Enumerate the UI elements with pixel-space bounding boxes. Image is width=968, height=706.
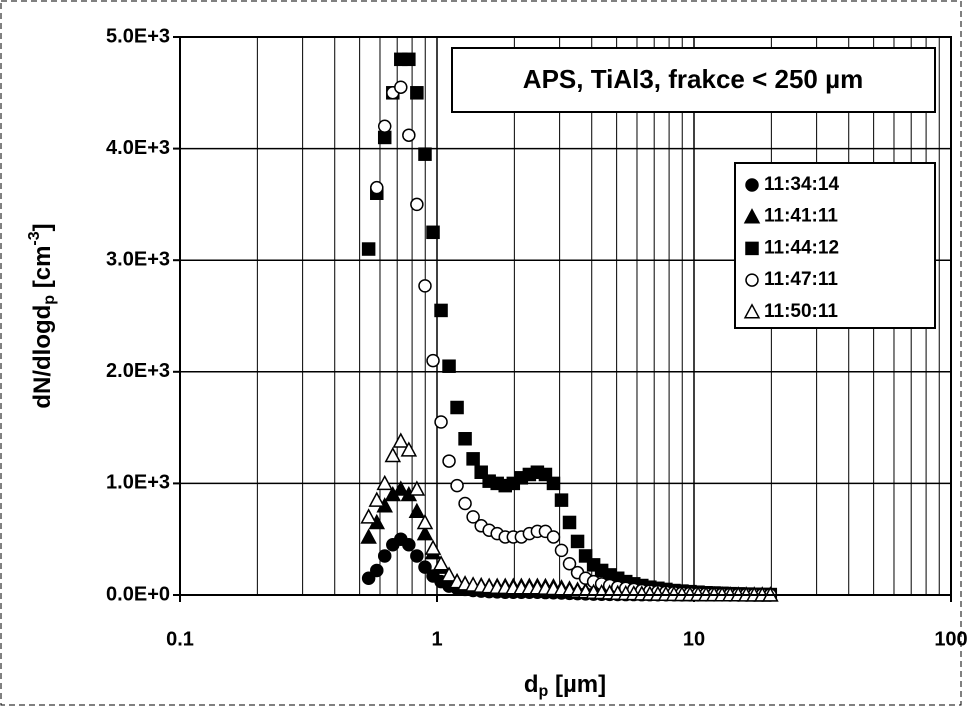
x-tick-label: 0.1 [166, 628, 194, 650]
legend: 11:34:14 11:41:11 11:44:12 11:47:11 11:50:11 [743, 174, 839, 322]
marker-circle [377, 549, 392, 563]
y-label-main: dN/dlogd [29, 305, 56, 409]
marker-circle [450, 478, 464, 493]
marker-square [562, 515, 577, 530]
marker-triangle [743, 303, 761, 319]
y-tick-label: 2.0E+3 [106, 360, 170, 382]
marker-triangle [400, 441, 418, 457]
x-label-unit: [µm] [548, 671, 606, 698]
y-axis-label: dN/dlogdp [cm-3] [26, 223, 58, 408]
marker-circle [458, 496, 472, 511]
marker-circle [434, 415, 448, 429]
marker-triangle [432, 555, 450, 571]
marker-circle [410, 549, 424, 563]
marker-square [554, 493, 569, 507]
x-tick-label: 10 [683, 628, 705, 650]
marker-circle [562, 557, 577, 571]
marker-triangle [440, 566, 458, 582]
marker-circle [361, 571, 376, 586]
marker-circle [466, 510, 480, 524]
y-label-unit: [cm [29, 246, 56, 295]
marker-triangle [392, 432, 410, 448]
marker-circle [402, 128, 416, 142]
annotation-box [451, 47, 936, 113]
marker-circle [410, 197, 424, 212]
x-tick-label: 1 [431, 628, 442, 650]
legend-label: 11:34:14 [764, 174, 839, 195]
marker-triangle [416, 513, 434, 530]
y-tick-label: 3.0E+3 [106, 248, 170, 270]
marker-circle [546, 530, 561, 544]
marker-circle [370, 563, 384, 578]
marker-square [745, 241, 759, 256]
marker-square [434, 303, 448, 318]
marker-circle [377, 119, 392, 134]
marker-square [426, 225, 440, 240]
marker-circle [370, 180, 384, 195]
marker-triangle [408, 480, 426, 496]
marker-circle [394, 80, 408, 94]
marker-square [402, 52, 416, 67]
marker-circle [442, 454, 456, 468]
marker-triangle [408, 502, 426, 519]
marker-square [361, 242, 376, 256]
plot-frame [179, 36, 952, 596]
marker-square [458, 432, 472, 446]
x-label-sub: p [539, 683, 549, 700]
legend-label: 11:41:11 [764, 206, 838, 227]
marker-triangle [368, 491, 386, 507]
marker-square [442, 359, 456, 373]
marker-triangle [376, 474, 393, 491]
marker-circle [402, 538, 416, 552]
y-label-sup: -3 [26, 231, 43, 245]
annotation: APS, TiAl3, frakce < 250 µm [523, 64, 863, 94]
marker-circle [426, 353, 440, 368]
y-tick-label: 1.0E+3 [106, 472, 170, 494]
marker-square [377, 130, 392, 145]
marker-square [450, 400, 464, 415]
y-tick-label: 0.0E+0 [106, 583, 170, 605]
marker-triangle [360, 528, 377, 544]
y-label-close: ] [29, 223, 56, 231]
legend-label: 11:44:12 [764, 237, 839, 258]
x-axis-label: dp [µm] [524, 671, 606, 700]
marker-triangle [360, 508, 377, 524]
marker-square [546, 476, 561, 491]
marker-circle [745, 178, 759, 192]
marker-triangle [424, 539, 442, 555]
marker-square [418, 147, 432, 161]
marker-square [570, 534, 585, 549]
y-label-sub: p [41, 295, 58, 305]
marker-square [466, 452, 480, 466]
marker-circle [418, 560, 432, 574]
legend-label: 11:50:11 [764, 301, 838, 322]
legend-label: 11:47:11 [764, 269, 838, 290]
marker-triangle [392, 480, 410, 496]
x-label-main: d [524, 671, 539, 698]
marker-circle [418, 279, 432, 293]
legend-box [734, 162, 936, 329]
y-tick-label: 4.0E+3 [106, 137, 170, 159]
marker-triangle [743, 208, 761, 224]
x-tick-label: 100 [934, 628, 967, 650]
y-tick-label: 5.0E+3 [106, 25, 170, 47]
marker-triangle [416, 525, 434, 541]
marker-triangle [384, 446, 402, 463]
marker-circle [554, 543, 569, 558]
marker-square [410, 86, 424, 100]
marker-circle [745, 273, 759, 287]
